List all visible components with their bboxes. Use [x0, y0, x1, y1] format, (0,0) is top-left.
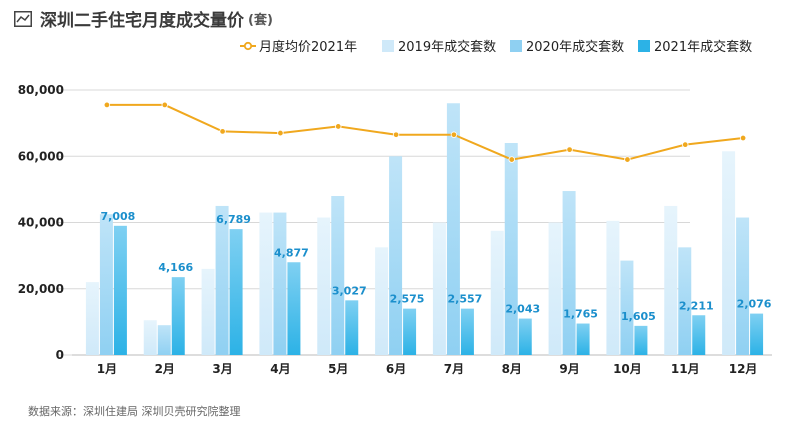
- bar-2019年成交套数-11月: [664, 205, 678, 355]
- x-tick-label: 4月: [270, 362, 290, 376]
- price-point-11月: [682, 141, 689, 148]
- legend-label-2020年成交套数: 2020年成交套数: [526, 39, 624, 55]
- bar-2020年成交套数-11月: [678, 247, 692, 355]
- y-tick-label: 80,000: [18, 83, 64, 97]
- bar-2021年成交套数-8月: [518, 318, 532, 355]
- bar-2020年成交套数-7月: [446, 103, 460, 355]
- bar-2021年成交套数-11月: [692, 315, 706, 355]
- bar-2019年成交套数-5月: [317, 217, 331, 355]
- price-point-5月: [335, 123, 342, 130]
- x-tick-label: 6月: [386, 362, 406, 376]
- chart-title: 深圳二手住宅月度成交量价: [40, 11, 244, 31]
- bar-2021年成交套数-2月: [171, 277, 185, 355]
- data-label-2021: 1,605: [621, 310, 656, 323]
- legend-marker-price: [243, 41, 253, 51]
- x-tick-label: 11月: [671, 362, 700, 376]
- price-point-4月: [277, 129, 284, 137]
- bar-2020年成交套数-3月: [215, 205, 229, 355]
- bar-2019年成交套数-3月: [201, 268, 215, 355]
- bar-2020年成交套数-1月: [99, 214, 113, 355]
- data-label-2021: 3,027: [332, 284, 367, 297]
- data-label-2021: 2,076: [737, 298, 772, 311]
- data-label-2021: 2,575: [390, 293, 425, 306]
- legend-swatch-2021年成交套数: [638, 40, 650, 52]
- chart-unit: (套): [248, 13, 273, 28]
- legend-label-2019年成交套数: 2019年成交套数: [398, 39, 496, 55]
- bar-2021年成交套数-9月: [576, 323, 590, 355]
- data-source-note: 数据来源：深圳住建局 深圳贝壳研究院整理: [28, 405, 241, 418]
- x-tick-label: 1月: [97, 362, 117, 376]
- bar-2019年成交套数-9月: [548, 222, 562, 355]
- data-label-2021: 2,211: [679, 299, 714, 312]
- bar-2021年成交套数-3月: [229, 229, 243, 355]
- bar-2019年成交套数-4月: [259, 212, 273, 355]
- price-point-6月: [392, 131, 400, 138]
- price-point-9月: [566, 146, 573, 153]
- y-tick-label: 20,000: [18, 282, 64, 296]
- data-label-2021: 7,008: [101, 210, 136, 223]
- data-label-2021: 2,043: [505, 303, 540, 316]
- x-tick-label: 8月: [502, 362, 522, 376]
- bar-2019年成交套数-8月: [490, 230, 504, 355]
- bar-2019年成交套数-2月: [143, 320, 157, 355]
- legend-label-price: 月度均价2021年: [259, 39, 357, 55]
- bar-2020年成交套数-6月: [389, 156, 403, 355]
- price-point-3月: [219, 128, 226, 135]
- bar-2020年成交套数-4月: [273, 212, 287, 355]
- line-chart-icon: [14, 10, 32, 27]
- y-tick-label: 40,000: [18, 216, 64, 230]
- price-point-10月: [624, 156, 631, 163]
- chart-header: 深圳二手住宅月度成交量价 (套): [14, 6, 273, 31]
- data-label-2021: 4,877: [274, 246, 309, 259]
- legend-swatch-2019年成交套数: [382, 40, 394, 52]
- price-point-1月: [103, 101, 111, 109]
- bar-2021年成交套数-7月: [460, 308, 474, 355]
- x-tick-label: 5月: [328, 362, 348, 376]
- x-tick-label: 7月: [444, 362, 464, 376]
- bar-2020年成交套数-12月: [736, 217, 750, 355]
- bar-2020年成交套数-8月: [504, 143, 518, 355]
- price-point-12月: [739, 134, 747, 142]
- bar-2020年成交套数-5月: [331, 196, 345, 355]
- x-tick-label: 2月: [155, 362, 175, 376]
- x-tick-label: 3月: [212, 362, 232, 376]
- series-line-price-2021: [106, 103, 744, 161]
- bar-2021年成交套数-12月: [750, 313, 764, 355]
- price-point-7月: [450, 131, 458, 138]
- bar-2019年成交套数-6月: [375, 247, 389, 355]
- bar-2019年成交套数-1月: [85, 282, 99, 355]
- bar-2020年成交套数-10月: [620, 260, 634, 355]
- data-label-2021: 4,166: [158, 261, 193, 274]
- bar-2020年成交套数-9月: [562, 191, 576, 355]
- legend-swatch-2020年成交套数: [510, 40, 522, 52]
- bar-2021年成交套数-10月: [634, 325, 648, 355]
- data-label-2021: 2,557: [448, 293, 483, 306]
- x-tick-label: 10月: [613, 362, 642, 376]
- bar-2021年成交套数-4月: [287, 262, 301, 355]
- bar-2019年成交套数-7月: [432, 222, 446, 355]
- price-point-8月: [508, 156, 515, 163]
- data-label-2021: 6,789: [216, 213, 251, 226]
- data-label-2021: 1,765: [563, 308, 598, 321]
- y-tick-label: 60,000: [18, 149, 64, 163]
- y-tick-label: 0: [56, 348, 64, 362]
- x-tick-label: 9月: [559, 362, 579, 376]
- bar-2021年成交套数-6月: [403, 308, 417, 355]
- bar-2021年成交套数-5月: [345, 300, 359, 355]
- x-tick-label: 12月: [729, 362, 758, 376]
- legend-label-2021年成交套数: 2021年成交套数: [654, 39, 752, 55]
- bar-2019年成交套数-12月: [722, 151, 736, 355]
- bar-2019年成交套数-10月: [606, 220, 620, 355]
- bar-2020年成交套数-2月: [157, 325, 171, 355]
- bar-2021年成交套数-1月: [113, 225, 127, 355]
- price-point-2月: [161, 101, 168, 109]
